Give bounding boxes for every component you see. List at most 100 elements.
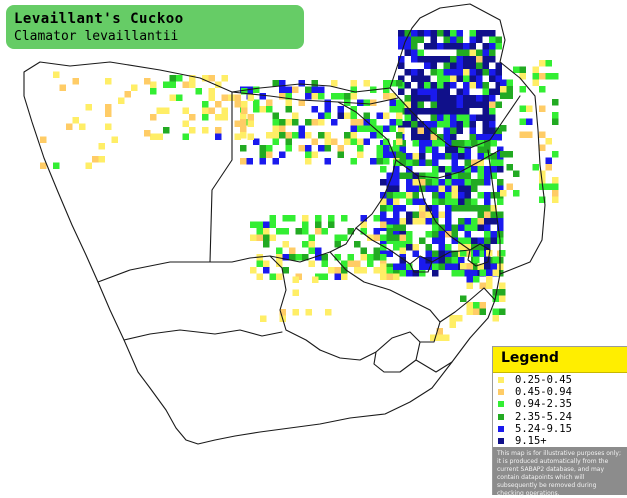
distribution-cell	[189, 114, 196, 121]
distribution-cell	[399, 231, 406, 238]
distribution-cell	[412, 179, 419, 186]
distribution-cell	[477, 205, 484, 212]
distribution-cell	[466, 302, 473, 309]
distribution-cell	[386, 198, 393, 205]
distribution-cell	[450, 82, 457, 89]
distribution-cell	[383, 138, 390, 145]
distribution-cell	[221, 107, 228, 114]
distribution-cell	[477, 179, 484, 186]
distribution-cell	[476, 36, 483, 43]
distribution-cell	[424, 75, 431, 82]
distribution-cell	[432, 198, 439, 205]
distribution-cell	[469, 43, 476, 50]
distribution-cell	[305, 86, 312, 93]
distribution-cell	[490, 205, 497, 212]
distribution-cell	[411, 114, 418, 121]
distribution-cell	[176, 75, 183, 82]
distribution-cell	[272, 80, 279, 87]
distribution-cell	[486, 269, 493, 276]
species-scientific-name: Clamator levaillantii	[14, 29, 179, 44]
distribution-cell	[380, 205, 387, 212]
distribution-cell	[396, 138, 403, 145]
distribution-cell	[492, 289, 499, 296]
distribution-cell	[526, 105, 533, 112]
distribution-cell	[279, 119, 286, 126]
legend-list: 0.25-0.45 0.45-0.94 0.94-2.35 2.35-5.24 5.24…	[493, 374, 627, 447]
distribution-cell	[438, 257, 445, 264]
distribution-cell	[479, 308, 486, 315]
distribution-cell	[417, 69, 424, 76]
distribution-cell	[463, 108, 470, 115]
distribution-cell	[417, 127, 424, 134]
distribution-cell	[430, 121, 437, 128]
distribution-cell	[341, 234, 348, 241]
distribution-cell	[519, 73, 526, 80]
distribution-cell	[321, 254, 328, 261]
distribution-cell	[539, 60, 546, 67]
distribution-cell	[506, 183, 513, 190]
distribution-cell	[500, 125, 507, 132]
distribution-cell	[464, 172, 471, 179]
distribution-cell	[486, 276, 493, 283]
distribution-cell	[266, 99, 273, 106]
distribution-cell	[451, 159, 458, 166]
distribution-cell	[66, 123, 73, 130]
distribution-cell	[489, 36, 496, 43]
distribution-cell	[430, 101, 437, 108]
distribution-cell	[484, 198, 491, 205]
distribution-cell	[463, 62, 470, 69]
distribution-cell	[399, 172, 406, 179]
distribution-cell	[451, 146, 458, 153]
distribution-cell	[490, 159, 497, 166]
distribution-cell	[318, 119, 325, 126]
distribution-cell	[334, 267, 341, 274]
distribution-cell	[495, 101, 502, 108]
legend-swatch	[498, 377, 504, 383]
distribution-cell	[398, 56, 405, 63]
distribution-cell	[477, 172, 484, 179]
distribution-cell	[305, 151, 312, 158]
distribution-cell	[285, 138, 292, 145]
distribution-cell	[98, 143, 105, 150]
distribution-cell	[276, 273, 283, 280]
distribution-cell	[424, 82, 431, 89]
distribution-cell	[492, 256, 499, 263]
border-namibia-east	[209, 91, 233, 263]
distribution-cell	[393, 263, 400, 270]
distribution-cell	[311, 106, 318, 113]
distribution-cell	[389, 125, 396, 132]
distribution-cell	[464, 185, 471, 192]
distribution-cell	[473, 250, 480, 257]
distribution-cell	[380, 234, 387, 241]
distribution-cell	[279, 132, 286, 139]
distribution-cell	[131, 84, 138, 91]
distribution-cell	[292, 289, 299, 296]
distribution-cell	[469, 30, 476, 37]
distribution-cell	[476, 134, 483, 141]
distribution-cell	[380, 267, 387, 274]
distribution-cell	[417, 108, 424, 115]
distribution-cell	[425, 146, 432, 153]
distribution-cell	[393, 224, 400, 231]
distribution-cell	[357, 125, 364, 132]
distribution-cell	[471, 270, 478, 277]
distribution-cell	[350, 112, 357, 119]
distribution-cell	[477, 211, 484, 218]
distribution-cell	[318, 86, 325, 93]
distribution-cell	[176, 94, 183, 101]
distribution-cell	[450, 114, 457, 121]
distribution-cell	[411, 75, 418, 82]
distribution-cell	[424, 62, 431, 69]
distribution-cell	[350, 93, 357, 100]
distribution-cell	[438, 153, 445, 160]
distribution-cell	[451, 250, 458, 257]
distribution-cell	[464, 250, 471, 257]
distribution-cell	[240, 132, 247, 139]
distribution-cell	[182, 133, 189, 140]
distribution-cell	[150, 88, 157, 95]
distribution-cell	[393, 211, 400, 218]
distribution-cell	[412, 172, 419, 179]
distribution-cell	[430, 30, 437, 37]
distribution-cell	[399, 146, 406, 153]
distribution-cell	[432, 224, 439, 231]
